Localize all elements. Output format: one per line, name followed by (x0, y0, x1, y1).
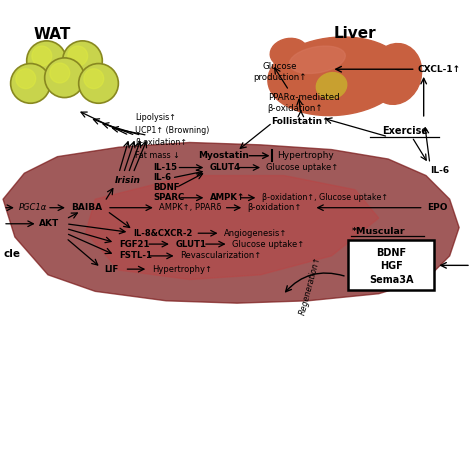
Circle shape (84, 69, 104, 89)
Polygon shape (86, 175, 379, 280)
Text: Myostatin: Myostatin (198, 151, 249, 160)
Text: IL-6: IL-6 (430, 166, 449, 175)
Text: cle: cle (3, 248, 20, 258)
Circle shape (27, 41, 66, 81)
Text: EPO: EPO (427, 203, 447, 212)
Circle shape (50, 63, 70, 83)
Text: FGF21: FGF21 (119, 239, 149, 248)
Text: WAT: WAT (34, 27, 72, 42)
Text: CXCL-1↑: CXCL-1↑ (418, 65, 461, 74)
Text: Revascularization↑: Revascularization↑ (180, 251, 262, 260)
Ellipse shape (268, 37, 405, 116)
Circle shape (68, 46, 88, 66)
Text: β-oxidation↑, Glucose uptake↑: β-oxidation↑, Glucose uptake↑ (262, 193, 388, 202)
Text: Regeneration↑: Regeneration↑ (298, 255, 322, 316)
Circle shape (16, 69, 36, 89)
Text: AKT: AKT (39, 219, 60, 228)
Text: GLUT1: GLUT1 (175, 239, 207, 248)
Text: Angiogenesis↑: Angiogenesis↑ (224, 229, 287, 238)
Text: Follistatin↑: Follistatin↑ (272, 117, 330, 126)
Ellipse shape (316, 73, 347, 99)
Circle shape (10, 64, 50, 103)
Circle shape (63, 41, 102, 81)
Text: HGF: HGF (380, 261, 402, 271)
Text: β-oxidation↑: β-oxidation↑ (247, 203, 302, 212)
Circle shape (79, 64, 118, 103)
Ellipse shape (369, 44, 422, 104)
Text: BAIBA: BAIBA (72, 203, 103, 212)
Text: Lipolysis↑
UCP1↑ (Browning)
β-oxidation↑
Fat mass ↓: Lipolysis↑ UCP1↑ (Browning) β-oxidation↑… (136, 113, 210, 160)
FancyBboxPatch shape (348, 240, 434, 290)
Text: Glucose
production↑: Glucose production↑ (253, 62, 306, 82)
Ellipse shape (270, 38, 308, 67)
Polygon shape (3, 143, 459, 303)
Text: Glucose uptake↑: Glucose uptake↑ (266, 163, 338, 172)
Text: Hypertrophy↑: Hypertrophy↑ (152, 264, 212, 273)
Text: *Muscular: *Muscular (351, 227, 405, 236)
Text: BDNF: BDNF (153, 183, 179, 192)
Text: Liver: Liver (334, 26, 376, 41)
Text: PGC1α: PGC1α (18, 203, 47, 212)
Text: IL-8&CXCR-2: IL-8&CXCR-2 (133, 229, 192, 238)
Text: AMPK↑, PPARδ: AMPK↑, PPARδ (159, 203, 221, 212)
Text: IL-15: IL-15 (153, 163, 177, 172)
Ellipse shape (289, 46, 346, 73)
Text: PPARα-mediated
β-oxidation↑: PPARα-mediated β-oxidation↑ (268, 93, 339, 113)
Text: Hypertrophy: Hypertrophy (277, 151, 334, 160)
Text: SPARC: SPARC (153, 193, 184, 202)
Text: BDNF: BDNF (376, 248, 406, 258)
Text: IL-6: IL-6 (153, 173, 171, 182)
Text: AMPK↑: AMPK↑ (210, 193, 245, 202)
Text: Sema3A: Sema3A (369, 275, 413, 285)
Text: GLUT4: GLUT4 (210, 163, 241, 172)
Circle shape (32, 46, 52, 66)
Circle shape (45, 58, 84, 98)
Text: Glucose uptake↑: Glucose uptake↑ (232, 239, 304, 248)
Text: Irisin: Irisin (115, 176, 141, 185)
Text: FSTL-1: FSTL-1 (119, 251, 152, 260)
Text: LIF: LIF (105, 264, 119, 273)
Text: Exercise: Exercise (382, 126, 428, 136)
